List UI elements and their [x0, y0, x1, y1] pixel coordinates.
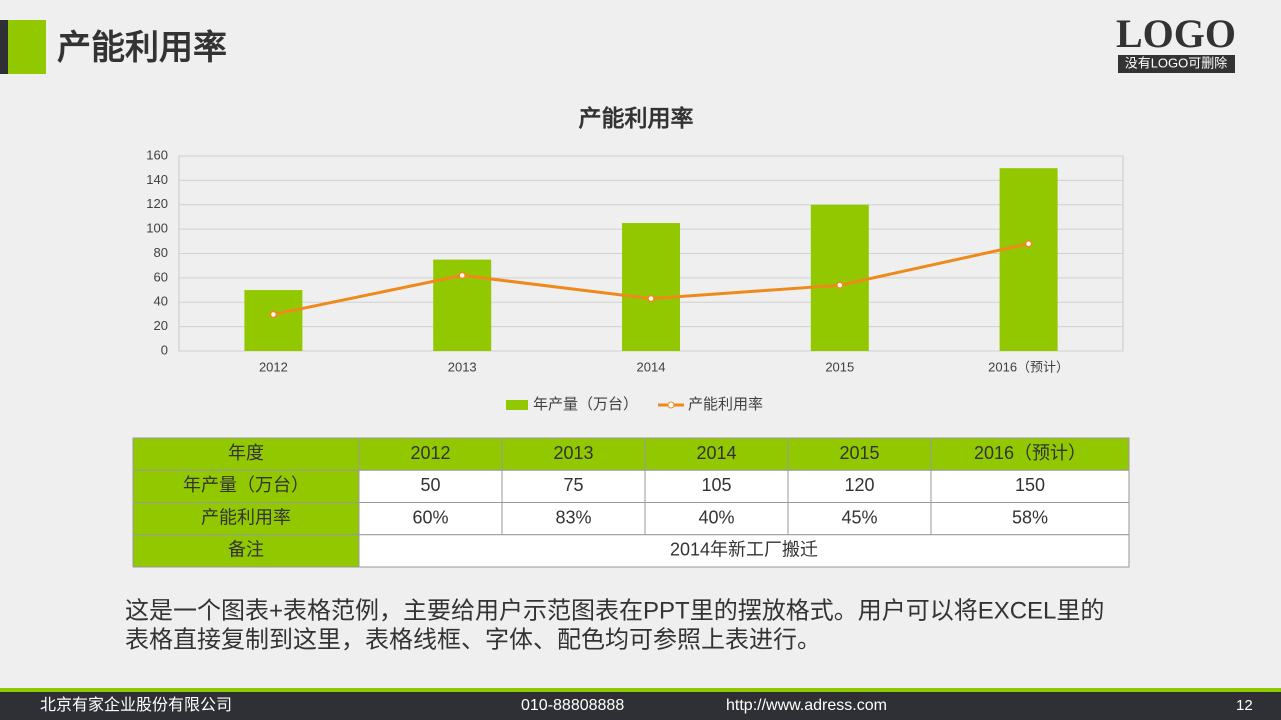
bar	[810, 204, 869, 351]
page-number: 12	[1236, 697, 1253, 714]
chart: 0 20 40 60 80 100 120 140 160 2012 2013 2014 2015 201…	[146, 147, 1123, 413]
table-cell-text: 2013	[553, 443, 593, 463]
table-cell-text: 2014	[696, 443, 736, 463]
footer-accent	[0, 688, 1281, 692]
x-tick-label: 2013	[448, 359, 477, 374]
y-tick-label: 100	[146, 221, 168, 236]
footer-phone: 010-88808888	[521, 697, 624, 714]
table-cell-text: 120	[844, 475, 874, 495]
table-cell-text: 75	[563, 475, 583, 495]
table-cell-text: 60%	[412, 507, 448, 527]
footer-company: 北京有家企业股份有限公司	[40, 696, 232, 714]
table-cell-text: 2015	[839, 443, 879, 463]
y-tick-label: 40	[154, 294, 168, 309]
line-marker	[269, 310, 278, 319]
chart-title: 产能利用率	[579, 105, 694, 131]
table-cell	[644, 502, 789, 536]
table-cell	[644, 469, 789, 503]
header-bar	[0, 20, 8, 74]
table-cell	[930, 502, 1130, 536]
logo-sub: 没有LOGO可删除	[1125, 55, 1228, 70]
table-cell-text: 2014年新工厂搬迁	[670, 540, 818, 560]
footer-bar	[0, 692, 1281, 720]
x-tick-label: 2016（预计）	[988, 359, 1069, 374]
table-cell-text: 2012	[410, 443, 450, 463]
y-tick-label: 120	[146, 196, 168, 211]
y-tick-label: 140	[146, 172, 168, 187]
table-cell	[501, 437, 646, 471]
table-cell-text: 50	[420, 475, 440, 495]
table-cell-text: 83%	[555, 507, 591, 527]
table-cell-text: 58%	[1012, 507, 1048, 527]
table-cell-text: 产能利用率	[201, 507, 291, 527]
y-tick-label: 20	[154, 318, 168, 333]
x-tick-label: 2012	[259, 359, 288, 374]
table-cell-text: 2016（预计）	[974, 443, 1086, 463]
y-tick-label: 60	[154, 269, 168, 284]
table-cell	[132, 469, 360, 503]
line-marker	[647, 294, 655, 303]
header-accent	[8, 20, 46, 74]
y-tick-label: 160	[146, 147, 168, 162]
table-cell-text: 备注	[228, 540, 264, 560]
legend-swatch	[506, 400, 528, 410]
footer-url: http://www.adress.com	[726, 697, 887, 714]
table-cell	[132, 502, 360, 536]
y-tick-label: 80	[154, 245, 168, 260]
table-cell-text: 40%	[698, 507, 734, 527]
legend-marker	[667, 401, 675, 409]
table-cell	[930, 469, 1130, 503]
table-cell-text: 45%	[841, 507, 877, 527]
bar	[999, 168, 1058, 351]
table-cell	[358, 502, 503, 536]
table-cell-text: 105	[701, 475, 731, 495]
line-marker	[458, 271, 466, 280]
table-cell	[787, 437, 932, 471]
line-marker	[836, 281, 844, 289]
table-cell	[930, 437, 1130, 471]
table-cell	[501, 469, 646, 503]
table-cell	[132, 534, 360, 568]
table-cell-text: 年产量（万台）	[183, 475, 309, 495]
page-title: 产能利用率	[57, 29, 227, 67]
table-cell	[358, 534, 1130, 568]
table-cell	[644, 437, 789, 471]
paragraph-line: 这是一个图表+表格范例，主要给用户示范图表在PPT里的摆放格式。用户可以将EXC…	[125, 597, 1104, 624]
logo: LOGO	[1116, 11, 1236, 56]
line-marker	[1024, 240, 1033, 248]
y-tick-label: 0	[161, 342, 168, 357]
x-tick-label: 2015	[825, 359, 854, 374]
bar	[244, 290, 303, 351]
logo-sub-bg	[1118, 55, 1235, 73]
table-cell-text: 150	[1015, 475, 1045, 495]
table-cell	[132, 437, 360, 471]
paragraph-line: 表格直接复制到这里，表格线框、字体、配色均可参照上表进行。	[125, 626, 821, 653]
legend-label: 年产量（万台）	[533, 396, 638, 413]
table: 年度 2012 2013 2014 2015 2016（预计） 年产量（万台） 50 75 105…	[132, 437, 1130, 568]
table-cell-text: 年度	[228, 443, 264, 463]
x-tick-label: 2014	[637, 359, 666, 374]
legend-label: 产能利用率	[688, 396, 763, 413]
bar	[622, 223, 680, 351]
